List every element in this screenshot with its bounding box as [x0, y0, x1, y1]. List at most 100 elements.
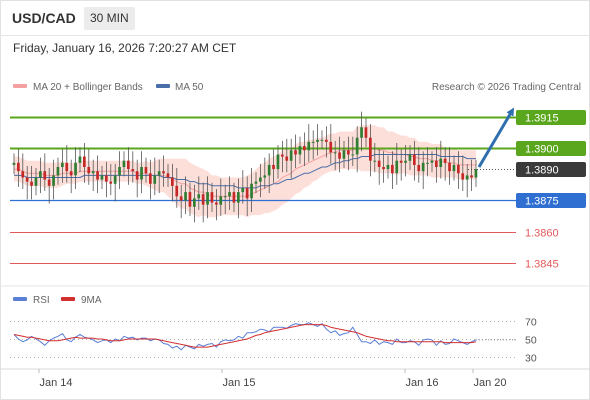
candle: [259, 163, 262, 198]
candle-body: [329, 141, 333, 153]
candle: [417, 147, 421, 183]
candle-body: [461, 173, 465, 180]
candle: [303, 132, 306, 166]
candle: [78, 147, 82, 173]
candle-body: [162, 171, 165, 174]
candle: [430, 151, 434, 173]
candle-body: [435, 160, 438, 167]
candle: [197, 176, 201, 210]
candle: [360, 111, 363, 152]
candle-body: [21, 171, 25, 178]
candle: [298, 136, 302, 164]
candle: [122, 151, 126, 177]
candle: [21, 153, 25, 189]
candle: [355, 126, 359, 173]
candle-body: [197, 194, 201, 199]
candle: [140, 151, 143, 194]
candle: [17, 149, 20, 187]
candle-body: [47, 179, 51, 186]
candle-body: [307, 141, 311, 151]
ma50-legend-swatch: [156, 84, 170, 88]
candle-body: [470, 175, 473, 178]
candle-body: [69, 171, 73, 176]
candle: [325, 126, 328, 158]
candle: [179, 184, 183, 219]
candle: [320, 130, 324, 150]
candlestick-layer: [12, 111, 478, 223]
candle-body: [175, 185, 179, 197]
candle: [34, 168, 38, 196]
rsi-ma-legend-label: 9MA: [81, 295, 102, 306]
candle: [452, 155, 456, 181]
candle-body: [316, 139, 319, 142]
candle-body: [404, 160, 407, 163]
candle-body: [417, 164, 421, 172]
candle: [96, 155, 99, 194]
time-axis-layer: Jan 14 Jan 15 Jan 16 Jan 20: [38, 369, 507, 389]
time-axis-label: Jan 15: [222, 377, 255, 389]
candle-body: [430, 160, 434, 163]
candle: [144, 157, 148, 183]
candle-body: [91, 171, 95, 174]
candle-body: [267, 164, 271, 176]
candle: [241, 170, 245, 204]
candle: [448, 147, 451, 185]
candle-body: [386, 164, 390, 170]
candle-body: [210, 192, 214, 203]
candle-body: [285, 156, 289, 161]
candle: [413, 140, 416, 181]
candle: [316, 124, 319, 156]
candle-body: [369, 137, 372, 161]
candle-body: [30, 181, 33, 186]
candle: [157, 159, 161, 194]
rsi-tick-70: 70: [525, 317, 537, 329]
candle: [74, 147, 77, 189]
time-axis-label: Jan 14: [39, 377, 72, 389]
candle: [153, 157, 157, 196]
candle-body: [109, 181, 113, 184]
rsi-legend-label: RSI: [33, 295, 50, 306]
candle-body: [140, 167, 143, 180]
level-badge-1-3900: [516, 141, 586, 156]
candle: [69, 159, 73, 194]
level-label-1-3860: 1.3860: [525, 228, 559, 240]
candle-body: [351, 154, 355, 156]
candle-body: [259, 177, 262, 182]
ma20-legend-label: MA 20 + Bollinger Bands: [33, 82, 143, 93]
candle-body: [241, 187, 245, 193]
candle: [206, 176, 209, 219]
candle: [391, 151, 394, 189]
candle-body: [382, 167, 385, 170]
timeframe-button[interactable]: 30 MIN: [84, 7, 135, 30]
candle: [25, 166, 29, 200]
candle-body: [448, 162, 451, 172]
candle: [307, 124, 311, 162]
candle: [439, 140, 443, 179]
candle-body: [206, 192, 209, 205]
candle-body: [342, 150, 346, 159]
candle-body: [228, 192, 231, 197]
candle-body: [87, 167, 91, 174]
candle-body: [96, 171, 99, 180]
candle-body: [39, 171, 42, 178]
chart-header: USD/CAD 30 MIN: [0, 0, 590, 36]
candle-body: [303, 146, 306, 151]
candle: [135, 159, 139, 198]
candle: [294, 134, 297, 168]
candle-body: [360, 127, 363, 138]
candle: [386, 155, 390, 179]
candle-body: [355, 137, 359, 155]
candle: [364, 117, 368, 148]
candle: [470, 159, 473, 191]
candle-body: [52, 175, 55, 186]
candle: [342, 140, 346, 168]
candle-body: [184, 192, 187, 201]
candle: [193, 184, 196, 223]
candle-body: [413, 154, 416, 165]
ma50-legend-label: MA 50: [175, 82, 204, 93]
candle: [404, 145, 407, 177]
instrument-symbol: USD/CAD: [12, 10, 76, 26]
candle: [465, 163, 469, 198]
candle: [443, 147, 447, 181]
candle-body: [100, 175, 104, 180]
